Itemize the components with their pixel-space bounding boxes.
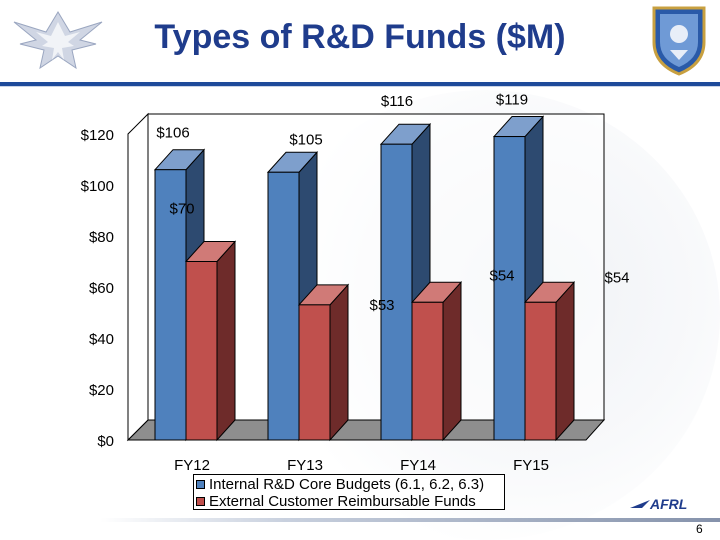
y-tick-label: $0 (97, 433, 114, 450)
y-tick-label: $100 (81, 178, 114, 195)
data-label: $105 (289, 131, 322, 148)
legend-item-external: External Customer Reimbursable Funds (196, 493, 504, 510)
data-label: $70 (169, 201, 194, 218)
afrl-logo-text: AFRL (649, 496, 687, 512)
data-label: $54 (604, 269, 629, 286)
bar-fy14-internal (380, 143, 413, 441)
y-tick-label: $120 (81, 127, 114, 144)
air-force-symbol-icon (13, 11, 103, 70)
data-label: $54 (489, 267, 514, 284)
chart-legend: Internal R&D Core Budgets (6.1, 6.2, 6.3… (193, 474, 505, 510)
data-label: $119 (496, 92, 528, 109)
bar-fy15-external (524, 301, 557, 441)
bar-side (216, 240, 236, 442)
bar-side (442, 280, 462, 442)
legend-label-internal: Internal R&D Core Budgets (6.1, 6.2, 6.3… (209, 476, 485, 493)
bar-side (555, 280, 575, 442)
bar-fy15-internal (493, 136, 526, 441)
bar-fy13-external (298, 304, 331, 441)
data-label: $116 (381, 93, 413, 110)
x-tick-label: FY13 (287, 457, 323, 474)
bar-side (329, 283, 349, 442)
title-rule-highlight (0, 86, 720, 87)
legend-item-internal: Internal R&D Core Budgets (6.1, 6.2, 6.3… (196, 476, 504, 493)
data-label: $53 (369, 297, 394, 314)
y-tick-label: $20 (89, 382, 114, 399)
bar-fy12-external (185, 261, 218, 441)
bar-fy14-external (411, 301, 444, 441)
afrl-shield-icon (652, 6, 706, 76)
chart-side-wall (127, 112, 149, 442)
legend-swatch-internal (196, 480, 205, 489)
x-tick-label: FY15 (513, 457, 549, 474)
bar-fy13-internal (267, 171, 300, 441)
x-tick-label: FY14 (400, 457, 436, 474)
page-number: 6 (696, 522, 703, 536)
legend-swatch-external (196, 497, 205, 506)
title-rule (0, 82, 720, 86)
x-tick-label: FY12 (174, 457, 210, 474)
legend-label-external: External Customer Reimbursable Funds (209, 493, 476, 510)
slide-title: Types of R&D Funds ($M) (154, 18, 566, 56)
y-tick-label: $80 (89, 229, 114, 246)
y-tick-label: $40 (89, 331, 114, 348)
y-tick-label: $60 (89, 280, 114, 297)
footer-rule (100, 518, 720, 522)
data-label: $106 (156, 125, 189, 142)
afrl-logo: AFRL (630, 496, 687, 512)
